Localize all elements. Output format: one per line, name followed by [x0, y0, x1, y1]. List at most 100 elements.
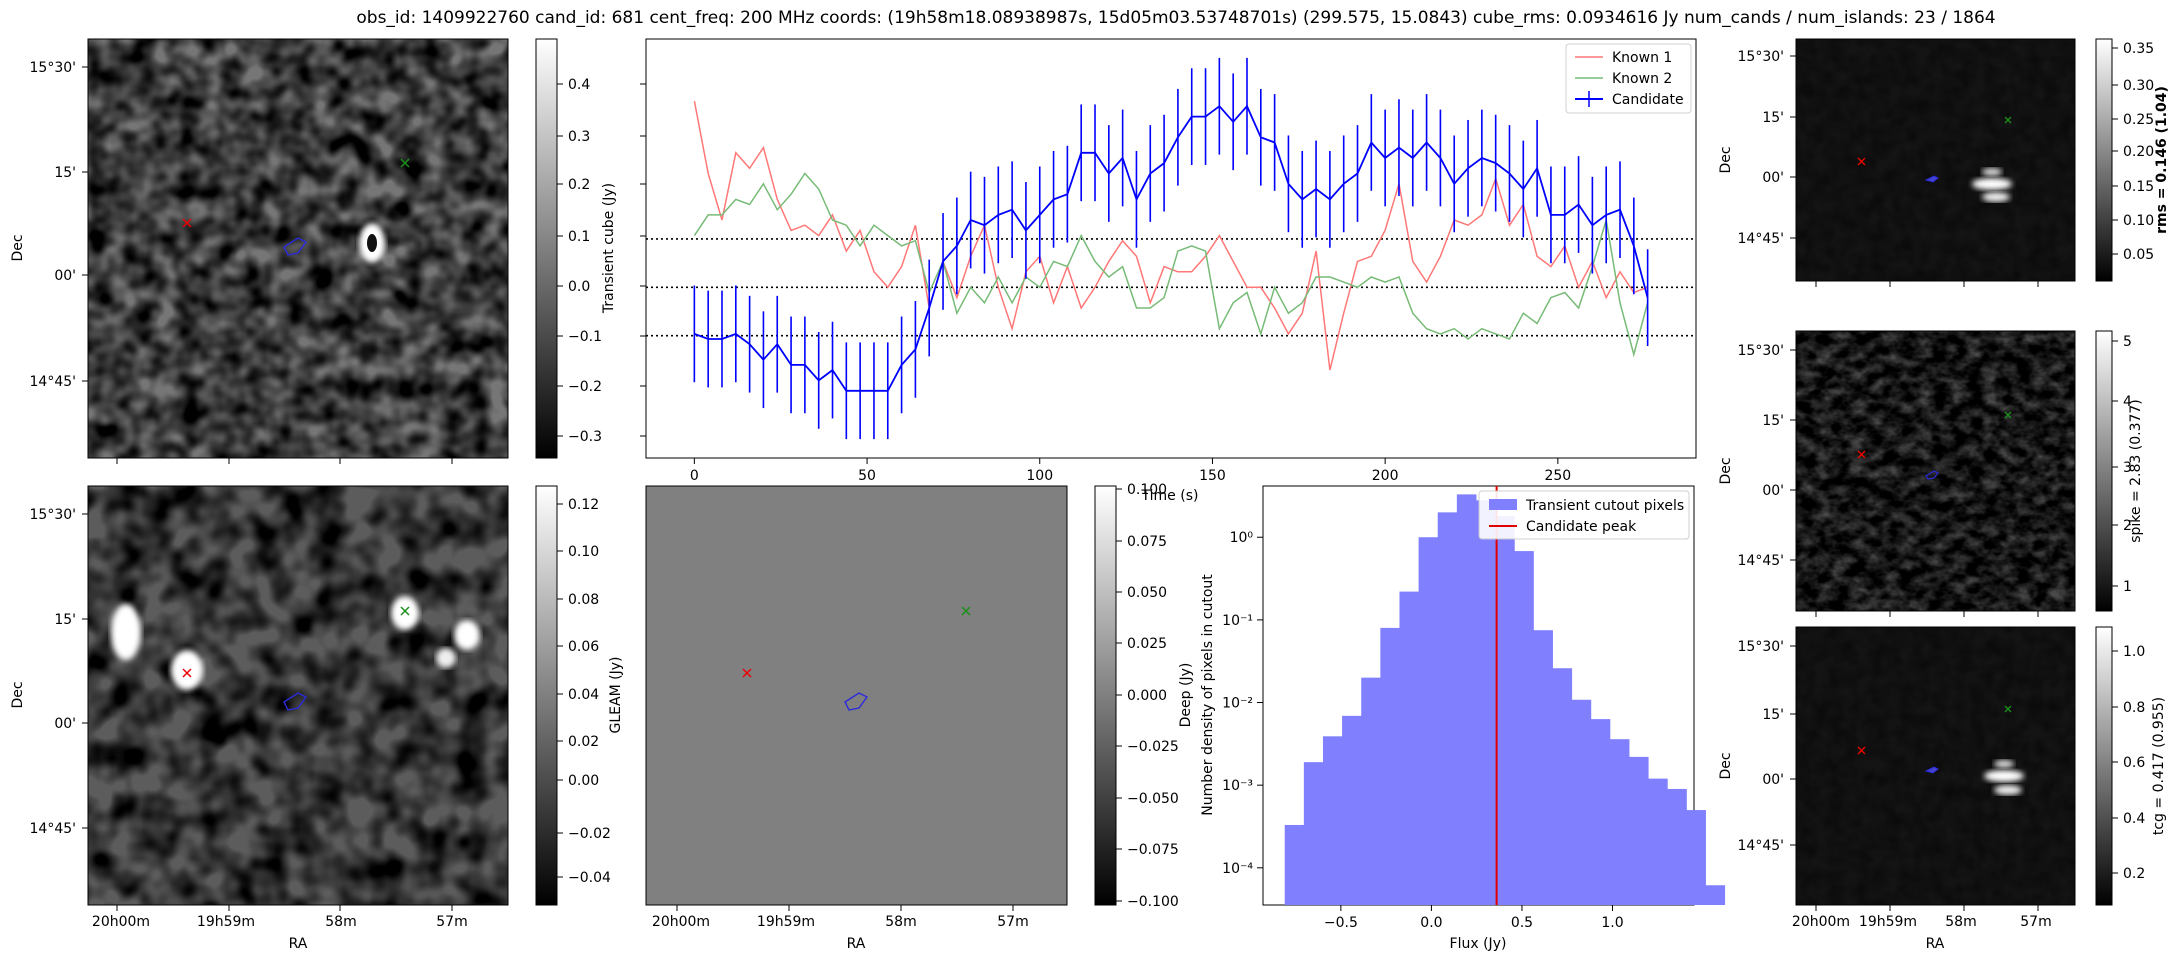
tcg-image — [1796, 627, 2075, 905]
tcg-colorbar: 1.0 0.8 0.6 0.4 0.2 tcg = 0.417 (0.955) — [2095, 626, 2167, 906]
rms-ylabel: Dec — [1718, 146, 1734, 173]
rms-xticks — [1815, 281, 2039, 287]
dec-tick-label: 00' — [1762, 483, 1784, 499]
legend-label: Known 1 — [1612, 50, 1672, 66]
colorbar-tick-label: 0.8 — [2123, 700, 2145, 716]
ra-tick-label: 57m — [436, 914, 467, 930]
ra-tick-label: 19h59m — [197, 914, 255, 930]
time-tick-label: 100 — [1026, 468, 1053, 484]
colorbar-tick-label: 0.6 — [2123, 755, 2145, 771]
ra-tick-label: 57m — [997, 914, 1028, 930]
colorbar-tick-label: 0.050 — [1127, 585, 1167, 601]
histogram-bar — [1418, 537, 1439, 905]
legend-label: Transient cutout pixels — [1525, 498, 1684, 514]
dec-tick-label: 00' — [54, 268, 76, 284]
histogram-bar — [1648, 778, 1668, 905]
histogram-plot — [1284, 486, 1726, 905]
histogram-xticks: −0.5 0.0 0.5 1.0 — [1324, 905, 1624, 931]
histogram-legend: Transient cutout pixels Candidate peak — [1478, 490, 1690, 540]
colorbar-tick-label: −0.02 — [568, 826, 611, 842]
density-tick-label: 10⁻⁴ — [1222, 861, 1253, 877]
histogram-bar — [1475, 500, 1496, 905]
colorbar-tick-label: 0.3 — [568, 129, 590, 145]
colorbar-tick-label: 0.12 — [568, 497, 599, 513]
legend-label: Candidate — [1612, 92, 1684, 108]
time-tick-label: 0 — [690, 468, 699, 484]
time-tick-label: 50 — [858, 468, 876, 484]
known-1-marker — [182, 668, 192, 678]
colorbar-tick-label: 0.08 — [568, 592, 599, 608]
dec-tick-label: 14°45' — [1738, 231, 1784, 247]
dec-tick-label: 15°30' — [1738, 639, 1784, 655]
colorbar-tick-label: 0.02 — [568, 734, 599, 750]
histogram-bar — [1456, 494, 1477, 905]
colorbar-tick-label: 0.10 — [2123, 213, 2154, 229]
transient-colorbar-label: Transient cube (Jy) — [601, 183, 617, 314]
candidate-series-line — [694, 104, 1649, 392]
ra-tick-label: 57m — [2020, 914, 2051, 930]
histogram-bar — [1380, 627, 1400, 905]
tcg-yticks: 15°30' 15' 00' 14°45' — [1738, 639, 1796, 854]
candidate-island-outline — [844, 692, 869, 711]
colorbar-tick-label: 1 — [2123, 579, 2132, 595]
colorbar-tick-label: 3 — [2123, 460, 2132, 476]
colorbar-tick-label: −0.075 — [1127, 842, 1179, 858]
colorbar-tick-label: 0.35 — [2123, 41, 2154, 57]
histogram-bar — [1361, 677, 1381, 905]
colorbar-tick-label: 0.2 — [2123, 866, 2145, 882]
transient-yticks: 15°30' 15' 00' 14°45' — [30, 60, 88, 390]
colorbar-tick-label: 1.0 — [2123, 644, 2145, 660]
candidate-island-outline — [1924, 175, 1939, 183]
dec-tick-label: 15°30' — [1738, 343, 1784, 359]
known-2-marker — [400, 158, 410, 168]
candidate-island-outline — [283, 237, 308, 256]
colorbar-tick-label: 0.15 — [2123, 179, 2154, 195]
histogram-bar — [1686, 810, 1706, 905]
deep-colorbar: 0.12 0.10 0.08 0.06 0.04 0.02 0.00 −0.02… — [535, 485, 624, 906]
colorbar-tick-label: 0.25 — [2123, 112, 2154, 128]
colorbar-tick-label: 0.2 — [568, 177, 590, 193]
dec-tick-label: 15°30' — [1738, 49, 1784, 65]
colorbar-tick-label: −0.100 — [1127, 894, 1179, 910]
time-tick-label: 150 — [1199, 468, 1226, 484]
rms-image — [1796, 39, 2075, 281]
histogram-bar — [1514, 551, 1534, 905]
histogram-bar — [1667, 788, 1687, 905]
candidate-island-outline — [1924, 766, 1939, 774]
ra-tick-label: 19h59m — [757, 914, 815, 930]
colorbar-tick-label: 0.04 — [568, 687, 599, 703]
deep-xticks: 20h00m 19h59m 58m 57m — [92, 905, 468, 930]
gleam-image — [645, 485, 1068, 906]
known-2-marker — [2004, 116, 2012, 124]
known-1-marker — [742, 668, 752, 678]
density-tick-label: 10⁻² — [1222, 696, 1253, 712]
dec-tick-label: 15' — [54, 165, 76, 181]
lightcurve-xlabel: Time (s) — [1141, 488, 1199, 504]
transient-image — [88, 39, 508, 458]
histogram-yticks: 10⁰ 10⁻¹ 10⁻² 10⁻³ 10⁻⁴ — [1222, 530, 1263, 877]
tcg-ylabel: Dec — [1718, 752, 1734, 779]
transient-xticks — [116, 458, 453, 464]
colorbar-tick-label: 0.4 — [2123, 811, 2145, 827]
histogram-bar — [1399, 591, 1420, 905]
dec-tick-label: 15' — [1762, 110, 1784, 126]
gleam-xlabel: RA — [847, 936, 866, 952]
candidate-island-outline — [1925, 470, 1939, 480]
tcg-xlabel: RA — [1926, 936, 1945, 952]
deep-ylabel: Dec — [10, 681, 26, 708]
transient-ylabel: Dec — [10, 234, 26, 261]
dec-tick-label: 00' — [1762, 170, 1784, 186]
dec-tick-label: 15' — [1762, 413, 1784, 429]
colorbar-tick-label: 0.0 — [568, 279, 590, 295]
dec-tick-label: 14°45' — [30, 374, 76, 390]
density-tick-label: 10⁻³ — [1222, 778, 1253, 794]
known-1-marker — [1857, 157, 1866, 166]
gleam-colorbar-label: GLEAM (Jy) — [608, 657, 624, 734]
gleam-xticks: 20h00m 19h59m 58m 57m — [652, 905, 1029, 930]
histogram-bar — [1590, 719, 1611, 905]
histogram-bar — [1322, 736, 1343, 905]
known-2-marker — [400, 606, 410, 616]
spike-ylabel: Dec — [1718, 457, 1734, 484]
histogram-bar — [1628, 756, 1649, 905]
